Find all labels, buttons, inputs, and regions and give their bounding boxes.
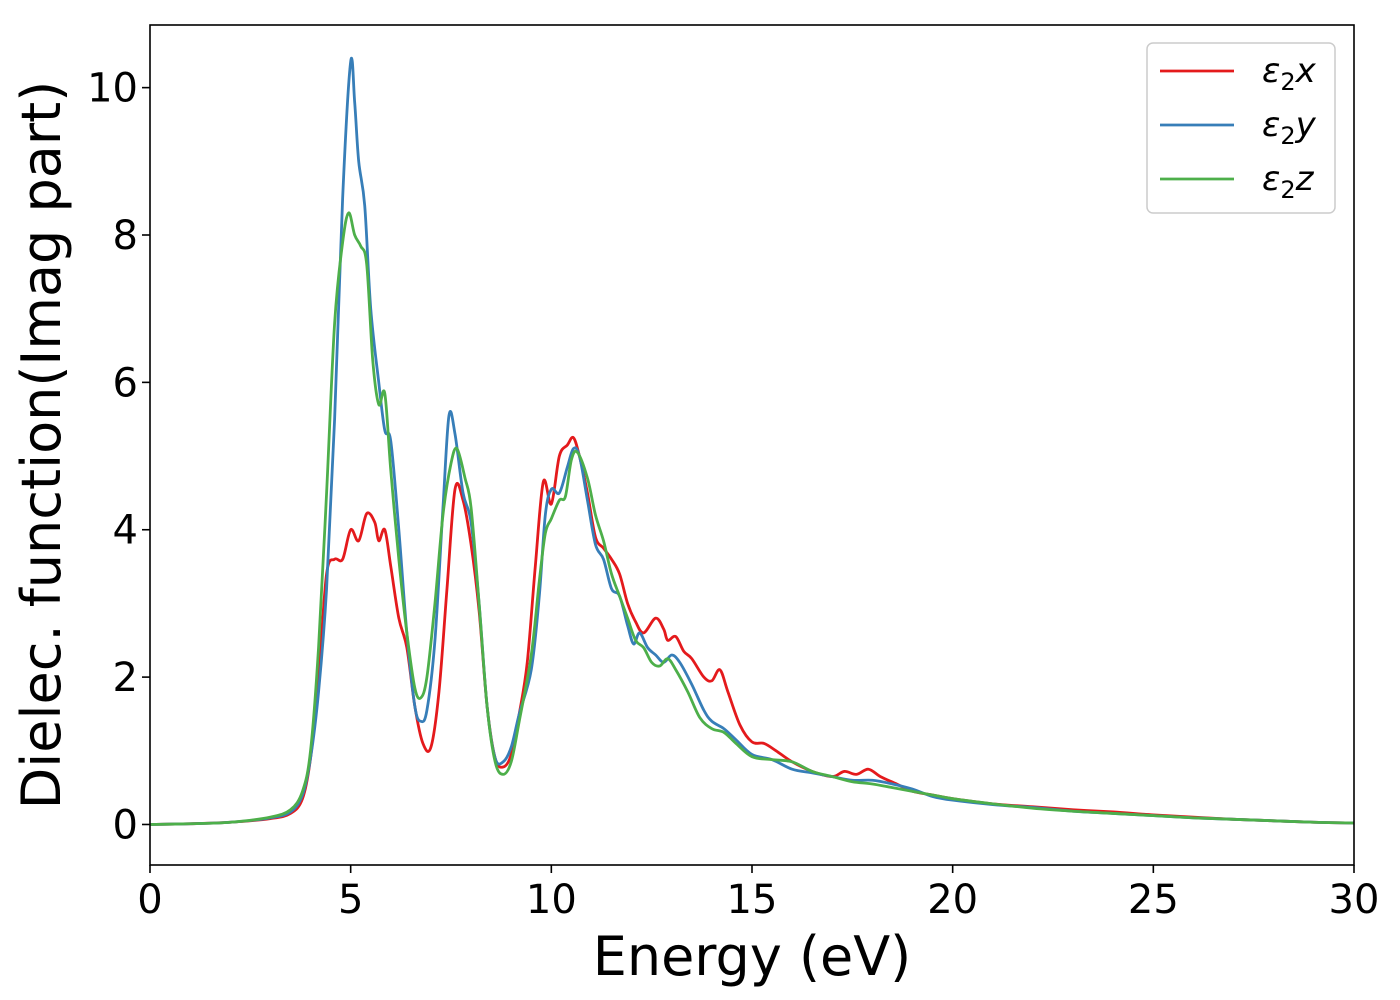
y-axis-title: Dielec. function(Imag part) [10,81,73,810]
legend-box [1146,42,1336,214]
legend-variable: y [1295,105,1317,145]
x-tick-label: 15 [727,877,778,923]
y-tick-label: 2 [113,655,138,701]
legend-label-z: ε2z [1262,159,1315,204]
plot-area [150,57,1354,826]
x-axis-ticks: 0 5 10 15 20 25 30 [137,865,1379,923]
legend-variable: x [1295,51,1317,91]
x-tick-label: 30 [1329,877,1380,923]
legend-epsilon: ε [1262,51,1280,91]
legend-epsilon: ε [1262,159,1280,199]
legend-variable: z [1295,159,1315,199]
y-tick-label: 6 [113,360,138,406]
series-line-z [150,211,1354,826]
x-tick-label: 25 [1128,877,1179,923]
x-axis-title: Energy (eV) [593,925,912,988]
series-line-y [150,57,1354,826]
legend-label-y: ε2y [1262,105,1317,150]
y-axis-ticks: 0 2 4 6 8 10 [87,66,150,848]
legend-subscript: 2 [1280,68,1295,96]
x-tick-label: 5 [338,877,363,923]
x-tick-label: 10 [526,877,577,923]
legend-epsilon: ε [1262,105,1280,145]
x-tick-label: 20 [927,877,978,923]
legend-label-x: ε2x [1262,51,1317,96]
legend-subscript: 2 [1280,176,1295,204]
y-tick-label: 8 [113,213,138,259]
y-tick-label: 4 [113,508,138,554]
legend-subscript: 2 [1280,122,1295,150]
y-tick-label: 10 [87,66,138,112]
y-tick-label: 0 [113,802,138,848]
x-tick-label: 0 [137,877,162,923]
